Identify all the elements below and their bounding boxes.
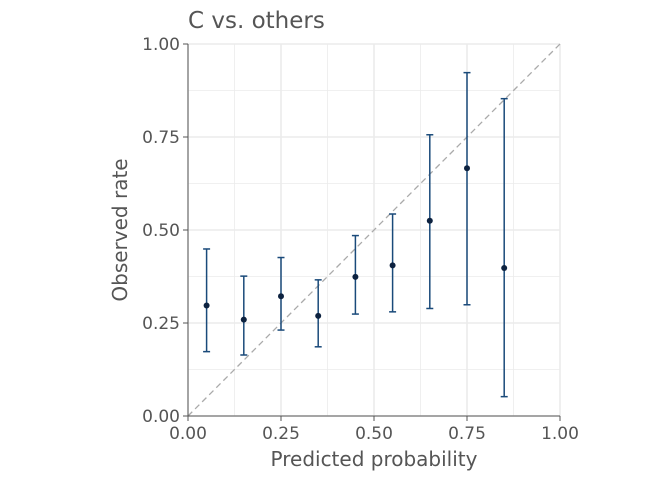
- data-point: [426, 217, 433, 224]
- y-tick-label: 0.75: [142, 128, 180, 148]
- data-point: [389, 262, 396, 269]
- data-point: [278, 293, 284, 300]
- data-point: [240, 316, 247, 323]
- y-tick-label: 0.50: [142, 221, 180, 241]
- data-point: [315, 312, 322, 319]
- x-tick-label: 0.25: [262, 424, 300, 444]
- data-point: [464, 165, 470, 172]
- y-axis-title: Observed rate: [108, 158, 132, 301]
- x-tick-label: 0.00: [169, 424, 207, 444]
- reference-line-layer: [187, 43, 561, 417]
- data-point: [501, 264, 508, 271]
- data-point: [203, 302, 210, 309]
- x-tick-label: 0.75: [448, 424, 486, 444]
- x-axis-title: Predicted probability: [271, 447, 478, 471]
- x-tick-label: 1.00: [541, 424, 579, 444]
- chart-title: C vs. others: [188, 8, 325, 34]
- axes: 0.00 0.25 0.50 0.75 1.00 0.00 0.25 0.50 0.75 1.00: [142, 35, 579, 444]
- x-tick-label: 0.50: [355, 424, 393, 444]
- reference-diagonal-line: [187, 43, 561, 417]
- data-layer: [203, 71, 508, 398]
- y-tick-label: 0.00: [142, 407, 180, 427]
- y-tick-label: 1.00: [142, 35, 180, 55]
- y-tick-label: 0.25: [142, 314, 180, 334]
- data-point: [352, 273, 359, 280]
